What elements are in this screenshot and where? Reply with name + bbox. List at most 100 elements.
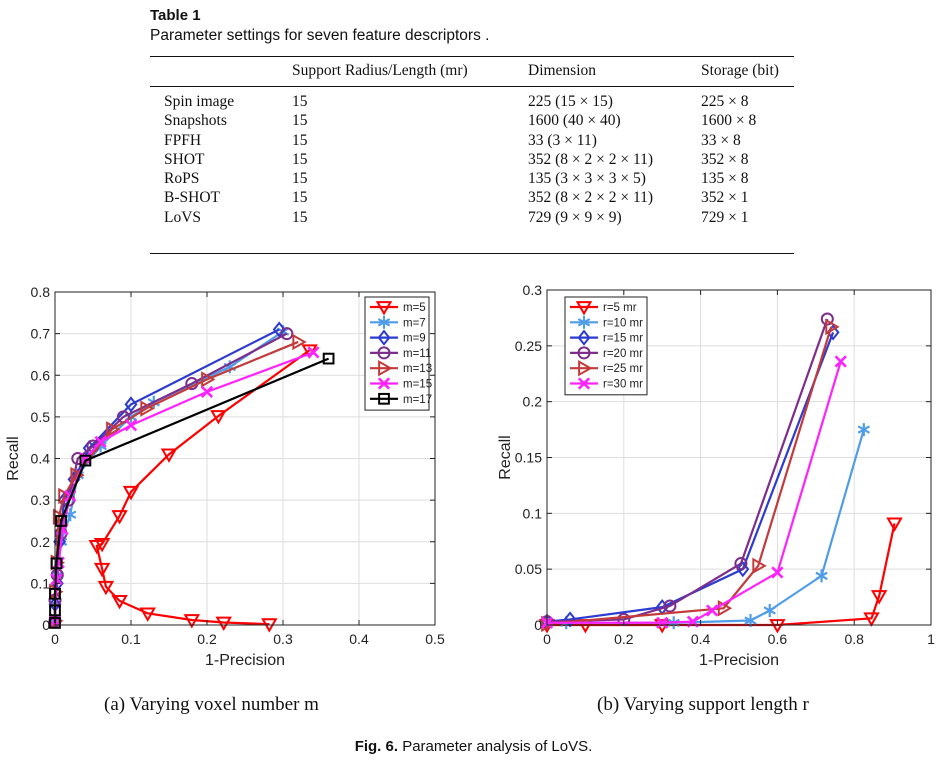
data-point bbox=[820, 312, 834, 326]
data-point bbox=[706, 604, 719, 617]
data-point bbox=[577, 329, 591, 346]
figure-caption: Fig. 6. Parameter analysis of LoVS. bbox=[0, 738, 947, 755]
support-radius: 15 bbox=[292, 208, 308, 226]
table-header-rule bbox=[150, 86, 794, 87]
data-point bbox=[79, 454, 92, 467]
data-point bbox=[863, 612, 880, 627]
series-line bbox=[546, 326, 833, 625]
table-row: SHOT 15 352 (8 × 2 × 2 × 11) 352 × 8 bbox=[150, 151, 794, 170]
data-point bbox=[815, 569, 828, 583]
table-row: Snapshots 15 1600 (40 × 40) 1600 × 8 bbox=[150, 112, 794, 131]
data-point bbox=[577, 315, 591, 329]
y-axis-label: Recall bbox=[5, 436, 22, 480]
x-tick-label: 0.2 bbox=[614, 631, 634, 647]
descriptor-name: Spin image bbox=[164, 93, 235, 110]
table-caption: Table 1 Parameter settings for seven fea… bbox=[150, 6, 800, 47]
data-point bbox=[111, 510, 128, 525]
x-tick-label: 1 bbox=[927, 631, 935, 647]
y-tick-label: 0.2 bbox=[523, 394, 543, 410]
data-point bbox=[375, 301, 393, 316]
legend-label: m=17 bbox=[403, 394, 432, 406]
legend-label: r=30 mr bbox=[603, 379, 643, 391]
x-tick-label: 0.4 bbox=[349, 631, 369, 647]
subcaption-a: (a) Varying voxel number m bbox=[104, 694, 319, 715]
data-point bbox=[307, 346, 320, 359]
data-point bbox=[183, 614, 201, 629]
data-point bbox=[97, 580, 115, 596]
y-tick-label: 0.3 bbox=[523, 282, 543, 298]
data-point bbox=[734, 557, 748, 571]
dimension: 1600 (40 × 40) bbox=[528, 112, 621, 130]
y-tick-label: 0 bbox=[42, 617, 50, 633]
data-point bbox=[563, 611, 577, 628]
descriptor-name: LoVS bbox=[164, 208, 202, 226]
descriptor-name: Snapshots bbox=[164, 112, 227, 130]
table-header-row: Support Radius/Length (mr) Dimension Sto… bbox=[150, 62, 794, 84]
storage: 33 × 8 bbox=[701, 131, 741, 149]
data-point bbox=[201, 371, 216, 388]
data-point bbox=[111, 594, 128, 610]
support-radius: 15 bbox=[292, 170, 308, 188]
y-tick-label: 0.7 bbox=[31, 326, 51, 342]
support-radius: 15 bbox=[292, 112, 308, 130]
descriptor-name: RoPS bbox=[164, 170, 200, 188]
x-axis-label: 1-Precision bbox=[699, 652, 779, 669]
figure-caption-text: Parameter analysis of LoVS. bbox=[402, 738, 593, 755]
x-tick-label: 0.5 bbox=[425, 631, 445, 647]
legend-label: m=15 bbox=[403, 379, 432, 391]
descriptor-name: B-SHOT bbox=[164, 189, 220, 207]
storage: 225 × 8 bbox=[701, 93, 749, 110]
data-point bbox=[124, 419, 138, 432]
data-point bbox=[857, 423, 871, 437]
legend-label: m=13 bbox=[403, 363, 432, 375]
data-point bbox=[160, 448, 178, 463]
data-point bbox=[94, 435, 107, 448]
data-point bbox=[834, 355, 847, 368]
series-markers bbox=[540, 355, 847, 629]
legend-label: m=5 bbox=[403, 302, 426, 314]
legend-label: m=9 bbox=[403, 333, 426, 345]
parameter-table: Support Radius/Length (mr) Dimension Sto… bbox=[150, 62, 794, 228]
data-point bbox=[656, 616, 669, 629]
table-row: LoVS 15 729 (9 × 9 × 9) 729 × 1 bbox=[150, 209, 794, 228]
data-point bbox=[210, 410, 227, 425]
descriptor-name: FPFH bbox=[164, 131, 202, 149]
data-point bbox=[717, 600, 733, 617]
data-point bbox=[280, 327, 294, 341]
data-point bbox=[52, 508, 68, 525]
dimension: 352 (8 × 2 × 2 × 11) bbox=[528, 189, 654, 207]
y-tick-label: 0.4 bbox=[31, 451, 51, 467]
data-point bbox=[377, 346, 391, 360]
data-point bbox=[886, 517, 903, 532]
y-tick-label: 0.25 bbox=[515, 338, 542, 354]
data-point bbox=[71, 451, 85, 466]
legend-label: r=25 mr bbox=[603, 363, 643, 375]
data-point bbox=[752, 557, 767, 575]
data-point bbox=[578, 359, 593, 377]
x-tick-label: 0 bbox=[51, 631, 59, 647]
data-point bbox=[577, 377, 591, 390]
y-tick-label: 0.15 bbox=[515, 450, 542, 466]
support-radius: 15 bbox=[292, 150, 308, 168]
table-header-cell: Storage (bit) bbox=[701, 62, 779, 79]
data-point bbox=[771, 566, 784, 579]
table-header-cell bbox=[150, 62, 292, 84]
legend-label: r=15 mr bbox=[603, 333, 643, 345]
data-point bbox=[215, 616, 232, 632]
x-tick-label: 0.1 bbox=[121, 631, 141, 647]
data-point bbox=[575, 301, 593, 316]
table-label: Table 1 bbox=[150, 7, 201, 24]
data-point bbox=[50, 557, 63, 570]
data-point bbox=[106, 421, 121, 438]
table-bottom-rule bbox=[150, 253, 794, 254]
data-point bbox=[58, 487, 73, 505]
data-point bbox=[292, 333, 307, 351]
data-point bbox=[272, 321, 286, 338]
table-title: Parameter settings for seven feature des… bbox=[150, 27, 490, 44]
legend-label: r=20 mr bbox=[603, 348, 643, 360]
x-tick-label: 0.6 bbox=[768, 631, 788, 647]
x-axis-label: 1-Precision bbox=[205, 652, 285, 669]
x-tick-label: 0.2 bbox=[197, 631, 217, 647]
data-point bbox=[322, 352, 335, 365]
data-point bbox=[663, 599, 677, 613]
